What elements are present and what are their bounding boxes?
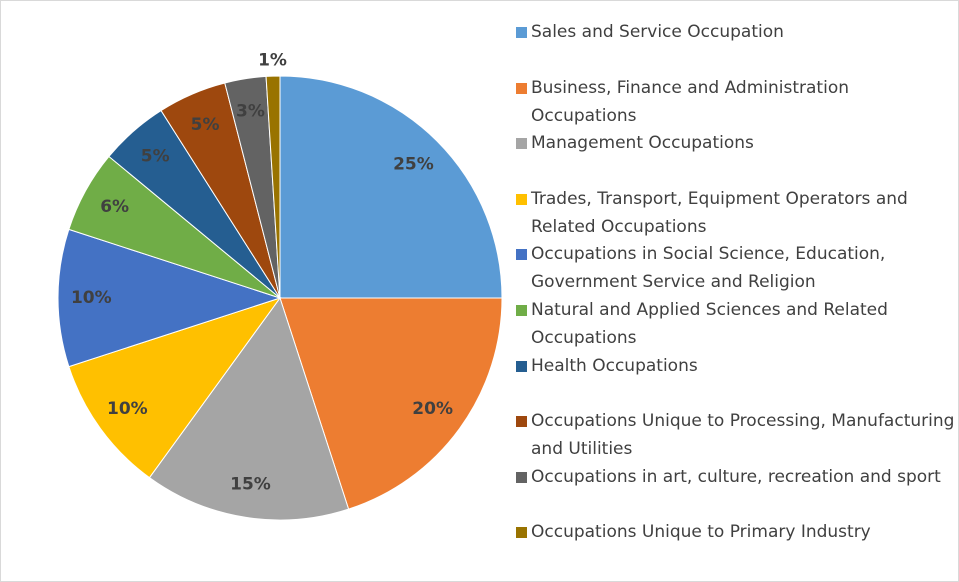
- legend-label: Occupations Unique to Processing, Manufa…: [531, 411, 955, 460]
- legend-label: Health Occupations: [531, 355, 698, 376]
- data-label: 3%: [236, 102, 265, 122]
- legend-item: Occupations Unique to Primary Industry: [516, 518, 956, 574]
- legend-label: Sales and Service Occupation: [531, 22, 784, 42]
- legend-swatch: [516, 360, 527, 372]
- legend-item: Trades, Transport, Equipment Operators a…: [516, 185, 956, 241]
- legend-swatch: [516, 193, 527, 205]
- legend-item: Occupations Unique to Processing, Manufa…: [516, 407, 956, 463]
- pie-slice: [68, 297, 282, 479]
- legend-swatch: [516, 471, 527, 483]
- data-label: 5%: [141, 146, 170, 166]
- legend-label: Natural and Applied Sciences and Related…: [531, 299, 888, 348]
- legend-swatch: [516, 416, 527, 428]
- data-label: 5%: [191, 115, 220, 135]
- legend-label: Business, Finance and Administration Occ…: [531, 77, 849, 126]
- legend-swatch: [516, 27, 527, 38]
- legend-label: Occupations in Social Science, Education…: [531, 244, 886, 293]
- legend-item: Occupations in art, culture, recreation …: [516, 463, 956, 519]
- pie-slice: [279, 75, 503, 299]
- legend-swatch: [516, 527, 527, 539]
- data-label: 25%: [393, 155, 434, 175]
- legend-swatch: [516, 304, 527, 316]
- data-label: 15%: [230, 474, 271, 494]
- legend-label: Trades, Transport, Equipment Operators a…: [531, 188, 908, 237]
- legend-swatch: [516, 249, 527, 261]
- legend-swatch: [516, 138, 527, 150]
- legend-item: Occupations in Social Science, Education…: [516, 240, 956, 296]
- pie-slice: [265, 75, 281, 299]
- legend-item: Business, Finance and Administration Occ…: [516, 74, 956, 130]
- legend-label: Occupations Unique to Primary Industry: [531, 522, 871, 543]
- legend-label: Occupations in art, culture, recreation …: [531, 466, 941, 487]
- pie-slice: [279, 297, 503, 510]
- data-label: 10%: [71, 288, 112, 308]
- legend-item: Sales and Service Occupation: [516, 18, 956, 74]
- data-label: 10%: [107, 399, 148, 419]
- legend-item: Health Occupations: [516, 352, 956, 408]
- legend-item: Natural and Applied Sciences and Related…: [516, 296, 956, 352]
- data-label: 20%: [412, 399, 453, 419]
- data-label: 1%: [258, 51, 287, 71]
- legend-label: Management Occupations: [531, 133, 754, 154]
- pie-slice: [148, 296, 350, 521]
- pie-slice: [57, 228, 282, 368]
- legend: Sales and Service Occupation Business, Fi…: [516, 18, 956, 574]
- data-label: 6%: [100, 197, 129, 217]
- legend-item: Management Occupations: [516, 129, 956, 185]
- legend-swatch: [516, 82, 527, 94]
